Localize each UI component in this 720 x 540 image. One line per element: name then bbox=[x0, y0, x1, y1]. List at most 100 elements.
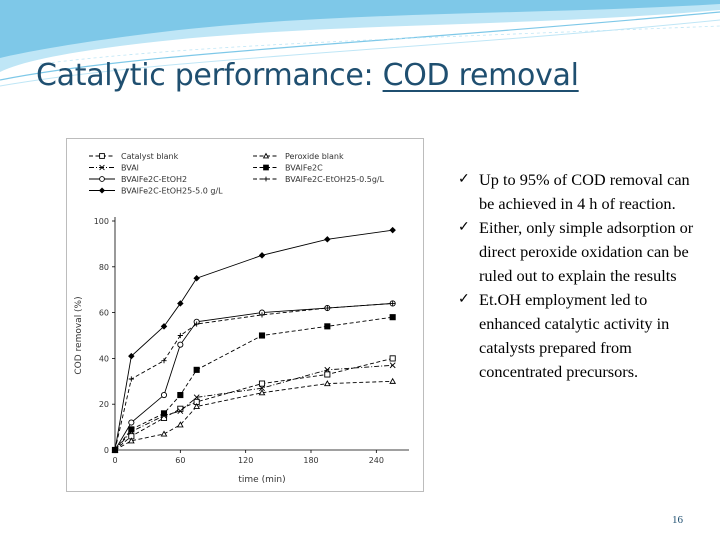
series-1 bbox=[111, 377, 397, 453]
data-point bbox=[324, 323, 331, 330]
series-line bbox=[114, 380, 393, 451]
y-tick-label: 80 bbox=[99, 263, 109, 272]
slide-title: Catalytic performance: COD removal bbox=[36, 58, 579, 93]
bullet-text: Either, only simple adsorption or direct… bbox=[479, 218, 694, 285]
legend-entry: Peroxide blank bbox=[253, 152, 344, 161]
data-point bbox=[176, 421, 184, 428]
data-point bbox=[389, 355, 396, 362]
data-point bbox=[258, 332, 266, 339]
data-point bbox=[99, 153, 105, 159]
bullet-item: ✓ Et.OH employment led to enhanced cataly… bbox=[458, 288, 698, 384]
bullet-list: ✓ Up to 95% of COD removal can be achieve… bbox=[458, 168, 698, 384]
data-point bbox=[258, 380, 266, 387]
data-point bbox=[389, 362, 396, 369]
y-tick-label: 0 bbox=[104, 446, 109, 455]
cod-removal-chart: 0 60 120 180 240 0 20 40 60 80 100 time (min) COD re… bbox=[66, 138, 424, 492]
series-line bbox=[114, 357, 393, 451]
check-icon: ✓ bbox=[458, 292, 470, 307]
data-point bbox=[160, 410, 168, 417]
y-tick-label: 100 bbox=[94, 217, 109, 226]
data-point bbox=[161, 358, 167, 364]
legend-label: BVAl bbox=[121, 164, 139, 173]
data-point bbox=[389, 377, 397, 384]
y-tick-label: 20 bbox=[99, 400, 109, 409]
header-swoosh bbox=[0, 0, 720, 87]
series-line bbox=[114, 316, 393, 451]
data-point bbox=[160, 323, 168, 330]
legend-entry: BVAlFe2C-EtOH25-0.5g/L bbox=[253, 175, 385, 184]
series-0 bbox=[111, 355, 396, 454]
data-point bbox=[389, 226, 396, 234]
data-point bbox=[128, 426, 135, 433]
data-point bbox=[323, 380, 331, 387]
data-point bbox=[194, 321, 200, 327]
data-point bbox=[263, 176, 269, 182]
title-topic: COD removal bbox=[382, 58, 579, 93]
data-point bbox=[177, 408, 184, 414]
data-point bbox=[324, 371, 331, 378]
bullet-text: Et.OH employment led to enhanced catalyt… bbox=[479, 290, 670, 381]
x-tick-label: 0 bbox=[112, 456, 117, 465]
legend-label: BVAlFe2C-EtOH2 bbox=[121, 175, 187, 184]
legend-label: BVAlFe2C-EtOH25-5.0 g/L bbox=[121, 187, 223, 196]
series-line bbox=[114, 229, 393, 451]
data-point bbox=[390, 300, 396, 307]
data-point bbox=[128, 376, 134, 382]
data-point bbox=[262, 152, 270, 159]
x-axis-label: time (min) bbox=[238, 475, 285, 485]
data-point bbox=[193, 394, 200, 401]
title-prefix: Catalytic performance: bbox=[36, 58, 383, 93]
y-axis-label: COD removal (%) bbox=[74, 296, 84, 374]
series-5 bbox=[112, 300, 396, 453]
x-tick-label: 120 bbox=[238, 456, 253, 465]
data-point bbox=[193, 275, 200, 282]
legend-label: Peroxide blank bbox=[285, 152, 344, 161]
series-line bbox=[114, 302, 393, 451]
bullet-text: Up to 95% of COD removal can be achieved… bbox=[479, 170, 690, 213]
legend-label: BVAlFe2C-EtOH25-0.5g/L bbox=[285, 175, 385, 184]
data-point bbox=[128, 352, 135, 360]
data-point bbox=[160, 391, 168, 399]
bullet-item: ✓ Up to 95% of COD removal can be achieve… bbox=[458, 168, 698, 216]
data-point bbox=[259, 312, 265, 318]
series-4 bbox=[111, 300, 396, 454]
data-point bbox=[128, 419, 135, 426]
data-point bbox=[111, 446, 119, 454]
legend-entry: BVAlFe2C-EtOH25-5.0 g/L bbox=[89, 187, 223, 196]
series-line bbox=[114, 302, 393, 451]
y-tick-label: 40 bbox=[99, 354, 109, 363]
data-point bbox=[324, 236, 331, 243]
data-point bbox=[193, 366, 200, 373]
x-tick-label: 180 bbox=[303, 456, 318, 465]
series-line bbox=[114, 364, 393, 451]
series-2 bbox=[112, 362, 396, 453]
data-point bbox=[177, 391, 184, 399]
legend-label: BVAlFe2C bbox=[285, 164, 323, 173]
data-point bbox=[99, 176, 105, 182]
page-number: 16 bbox=[672, 514, 683, 526]
data-point bbox=[99, 164, 105, 171]
series-6 bbox=[111, 226, 396, 454]
data-point bbox=[389, 314, 396, 321]
legend-entry: BVAlFe2C-EtOH2 bbox=[89, 175, 187, 184]
y-tick-label: 60 bbox=[99, 309, 109, 318]
legend-entry: BVAl bbox=[89, 164, 139, 173]
data-point bbox=[258, 252, 266, 259]
legend-entry: Catalyst blank bbox=[89, 152, 179, 161]
data-point bbox=[98, 187, 106, 194]
data-point bbox=[193, 402, 201, 410]
check-icon: ✓ bbox=[458, 220, 470, 235]
data-point bbox=[160, 430, 168, 437]
data-point bbox=[259, 385, 265, 392]
data-point bbox=[258, 389, 266, 396]
data-point bbox=[177, 341, 184, 348]
data-point bbox=[324, 366, 331, 373]
x-tick-label: 240 bbox=[369, 456, 384, 465]
check-icon: ✓ bbox=[458, 172, 470, 187]
legend-entry: BVAlFe2C bbox=[253, 164, 323, 173]
data-point bbox=[127, 437, 135, 444]
data-point bbox=[177, 332, 183, 339]
bullet-item: ✓ Either, only simple adsorption or direc… bbox=[458, 216, 698, 288]
data-point bbox=[177, 300, 184, 307]
data-point bbox=[263, 164, 269, 171]
